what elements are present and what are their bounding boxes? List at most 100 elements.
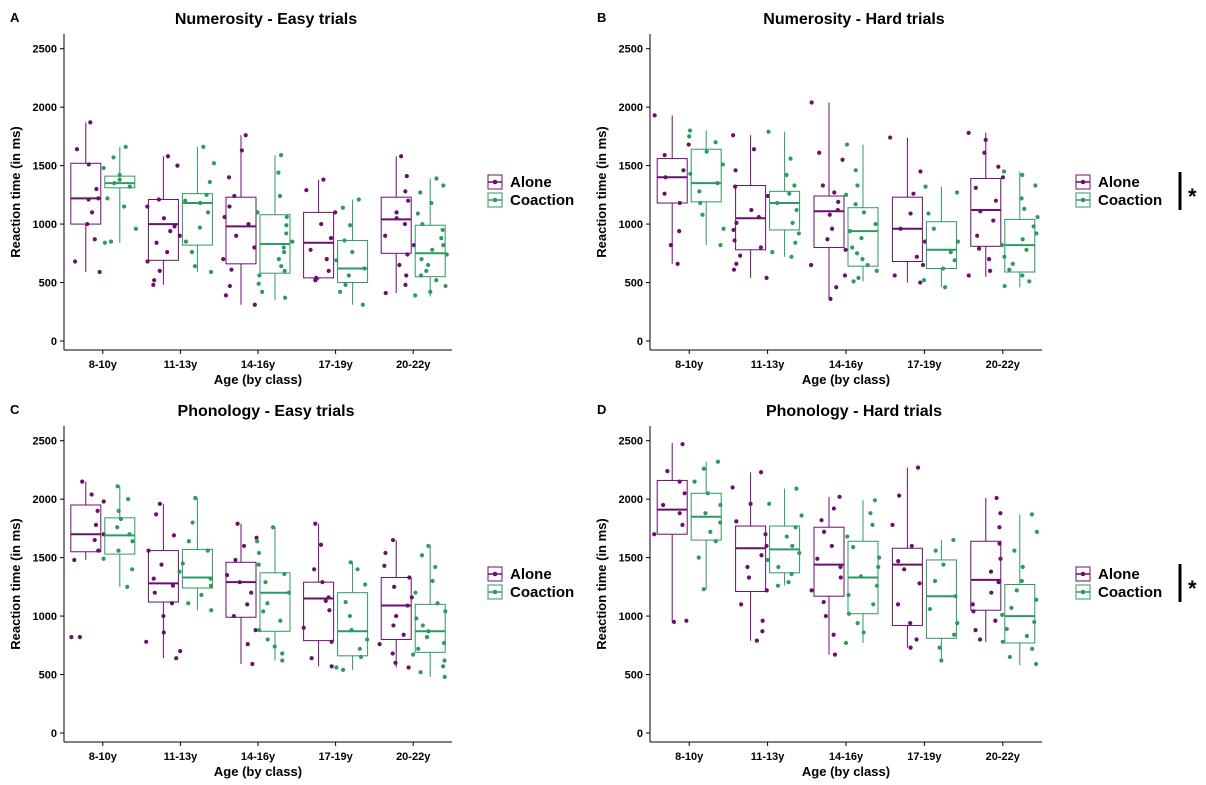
data-point — [832, 190, 837, 195]
data-point — [652, 113, 657, 118]
data-point — [733, 184, 738, 189]
significance-mark: * — [1188, 576, 1197, 601]
data-point — [1000, 175, 1006, 180]
data-point — [355, 567, 360, 572]
data-point — [130, 539, 135, 544]
data-point — [419, 553, 425, 558]
data-point — [748, 501, 753, 506]
legend-item-alone: Alone — [487, 174, 552, 191]
y-tick-label: 500 — [39, 278, 57, 290]
x-tick-label: 14-16y — [241, 359, 276, 371]
data-point — [733, 168, 738, 173]
data-point — [662, 191, 667, 196]
data-point — [257, 628, 262, 633]
data-point — [817, 150, 822, 155]
data-point — [415, 211, 420, 216]
data-point — [765, 557, 770, 563]
legend-item-coaction: Coaction — [487, 584, 574, 601]
data-point — [86, 197, 91, 202]
data-point — [682, 491, 687, 496]
data-point — [165, 250, 170, 255]
data-point — [430, 247, 435, 252]
legend-key-point — [492, 179, 498, 185]
data-point — [954, 190, 960, 195]
data-point — [793, 525, 798, 530]
data-point — [249, 590, 254, 595]
x-tick-label: 17-19y — [907, 751, 942, 763]
box-iqr — [259, 572, 291, 632]
data-point — [265, 637, 270, 642]
data-point — [278, 618, 283, 623]
data-point — [677, 228, 682, 234]
data-point — [746, 575, 752, 580]
data-point — [767, 501, 772, 506]
data-point — [115, 484, 120, 489]
data-point — [252, 302, 257, 307]
data-point — [760, 629, 765, 634]
data-point — [1002, 283, 1007, 289]
data-point — [831, 632, 836, 637]
x-tick-label: 14-16y — [241, 751, 276, 763]
data-point — [1034, 661, 1039, 667]
box-coaction-2 — [844, 142, 879, 284]
data-point — [169, 601, 175, 606]
x-tick-label: 17-19y — [318, 751, 353, 763]
data-point — [842, 273, 848, 278]
data-point — [278, 152, 284, 158]
data-point — [144, 639, 149, 644]
data-point — [1024, 247, 1029, 252]
data-point — [102, 240, 107, 245]
x-tick-label: 8-10y — [89, 359, 118, 371]
data-point — [241, 543, 247, 549]
data-point — [731, 133, 736, 138]
y-tick-label: 0 — [51, 336, 57, 348]
data-point — [749, 207, 754, 213]
data-point — [256, 562, 261, 567]
data-point — [229, 267, 234, 272]
data-point — [95, 508, 100, 513]
data-point — [88, 120, 93, 125]
data-point — [830, 226, 835, 231]
data-point — [347, 613, 352, 619]
data-point — [745, 564, 750, 570]
data-point — [843, 247, 848, 252]
data-point — [349, 628, 354, 633]
box-iqr — [181, 548, 213, 589]
data-point — [993, 618, 998, 623]
data-point — [918, 169, 923, 174]
data-point — [424, 268, 429, 273]
data-point — [821, 529, 827, 534]
data-point — [951, 537, 956, 543]
y-tick-label: 1500 — [33, 161, 57, 173]
data-point — [832, 652, 838, 657]
data-point — [170, 583, 176, 588]
data-point — [441, 243, 446, 248]
x-tick-label: 11-13y — [751, 359, 786, 371]
data-point — [281, 245, 286, 250]
data-point — [738, 253, 743, 258]
data-point — [851, 544, 856, 550]
data-point — [696, 555, 701, 560]
data-point — [718, 502, 723, 508]
data-point — [256, 281, 261, 286]
data-point — [874, 583, 880, 588]
data-point — [115, 525, 120, 530]
box-coaction-4 — [411, 543, 448, 679]
data-point — [1035, 214, 1040, 220]
data-point — [1031, 224, 1036, 229]
data-point — [177, 569, 182, 574]
data-point — [178, 649, 183, 654]
box-alone-0 — [70, 120, 102, 275]
data-point — [122, 204, 127, 209]
data-point — [739, 602, 744, 607]
significance-mark: * — [1188, 184, 1197, 209]
data-point — [383, 233, 388, 238]
data-point — [284, 223, 289, 228]
data-point — [309, 656, 314, 661]
box-iqr — [769, 190, 801, 231]
data-point — [677, 479, 682, 484]
box-coaction-0 — [101, 144, 139, 245]
panel-letter: D — [597, 402, 606, 417]
data-point — [1002, 254, 1007, 259]
data-point — [94, 186, 99, 192]
